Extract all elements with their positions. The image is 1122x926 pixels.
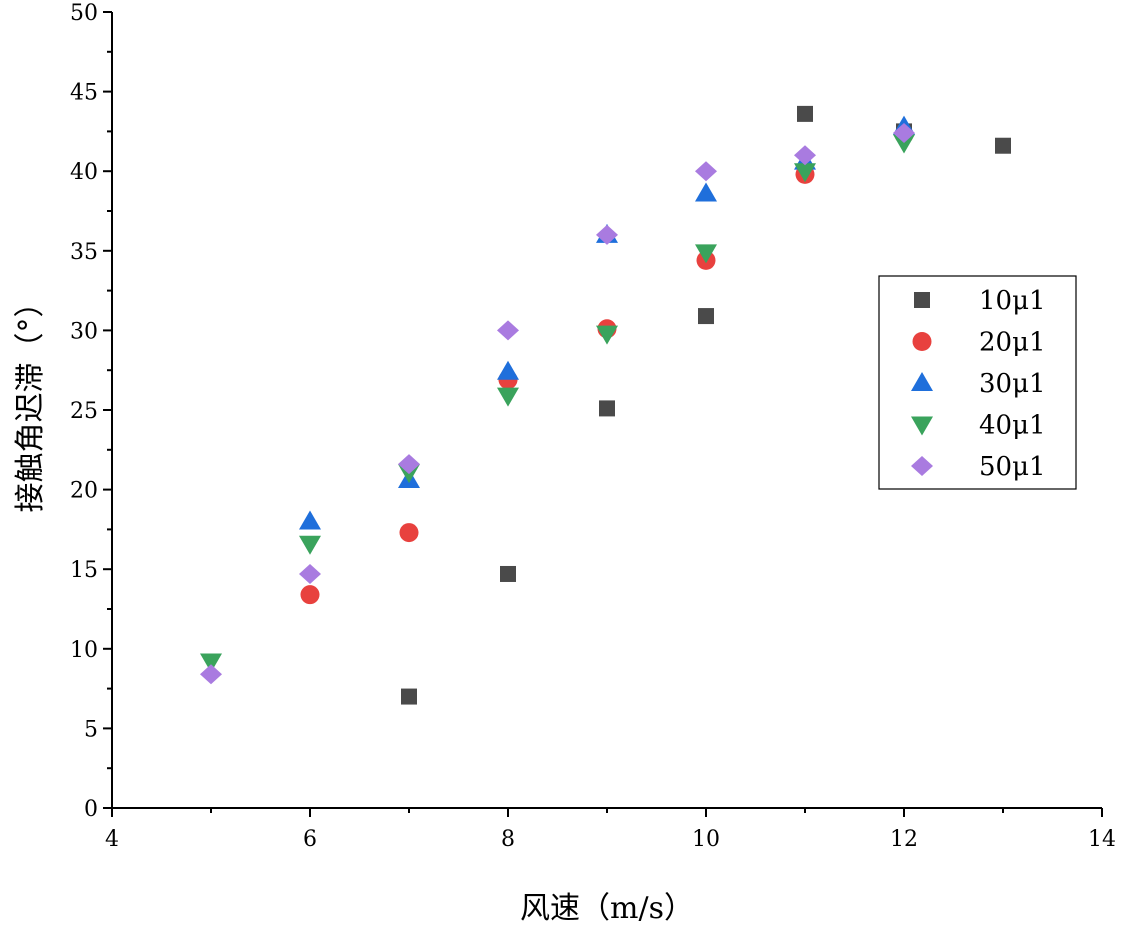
data-point [299,535,321,555]
data-point [497,320,519,341]
data-point [893,134,915,154]
y-tick-label: 0 [84,797,98,822]
legend-label: 10μ1 [979,286,1046,316]
legend-label: 50μ1 [979,452,1046,482]
data-point [401,688,417,705]
legend-label: 20μ1 [979,328,1046,358]
y-tick-label: 30 [70,319,98,344]
series-5 [200,122,915,685]
y-tick-label: 20 [70,479,98,504]
legend: 10μ1 20μ1 30μ1 40μ1 50μ1 [878,275,1077,490]
data-point [299,563,321,584]
legend-marker [911,456,933,476]
y-tick-label: 35 [70,240,98,265]
data-point [698,308,714,325]
legend-marker [911,416,933,436]
legend-marker [911,372,933,391]
data-point [497,387,519,407]
y-tick-label: 5 [84,717,98,742]
data-point [794,145,816,166]
data-point [893,122,915,143]
data-point [995,137,1011,154]
y-tick-label: 45 [70,81,98,106]
data-point [398,454,420,475]
y-axis-title: 接触角迟滞（°） [13,288,48,513]
y-tick-label: 10 [70,638,98,663]
x-tick-label: 8 [501,827,515,852]
data-point [599,400,615,417]
data-point [497,360,519,380]
y-tick-label: 50 [70,1,98,26]
x-tick-label: 6 [303,827,317,852]
data-point [797,105,813,122]
data-point [596,224,618,245]
legend-label: 40μ1 [979,411,1046,441]
data-points [200,105,1011,705]
ticks: 0 5 10 15 20 25 30 35 40 45 50 4 6 8 10 12 14 [70,1,1116,852]
data-point [596,325,618,345]
x-tick-label: 10 [692,827,720,852]
legend-marker [912,332,932,351]
data-point [300,585,320,605]
legend-label: 30μ1 [979,369,1046,399]
data-point [695,182,717,202]
data-point [794,163,816,183]
y-tick-label: 25 [70,399,98,424]
data-point [200,664,222,685]
x-tick-label: 12 [890,827,918,852]
y-tick-label: 40 [70,160,98,185]
y-tick-label: 15 [70,558,98,583]
data-point [695,161,717,182]
x-tick-label: 14 [1088,827,1116,852]
data-point [695,244,717,264]
data-point [500,565,516,582]
data-point [299,510,321,530]
series-2 [300,125,914,605]
data-point [399,523,419,543]
legend-marker [914,292,930,308]
legend-box [878,275,1077,490]
x-tick-label: 4 [105,827,119,852]
x-axis-title: 风速（m/s） [520,891,694,926]
data-point [200,653,222,673]
